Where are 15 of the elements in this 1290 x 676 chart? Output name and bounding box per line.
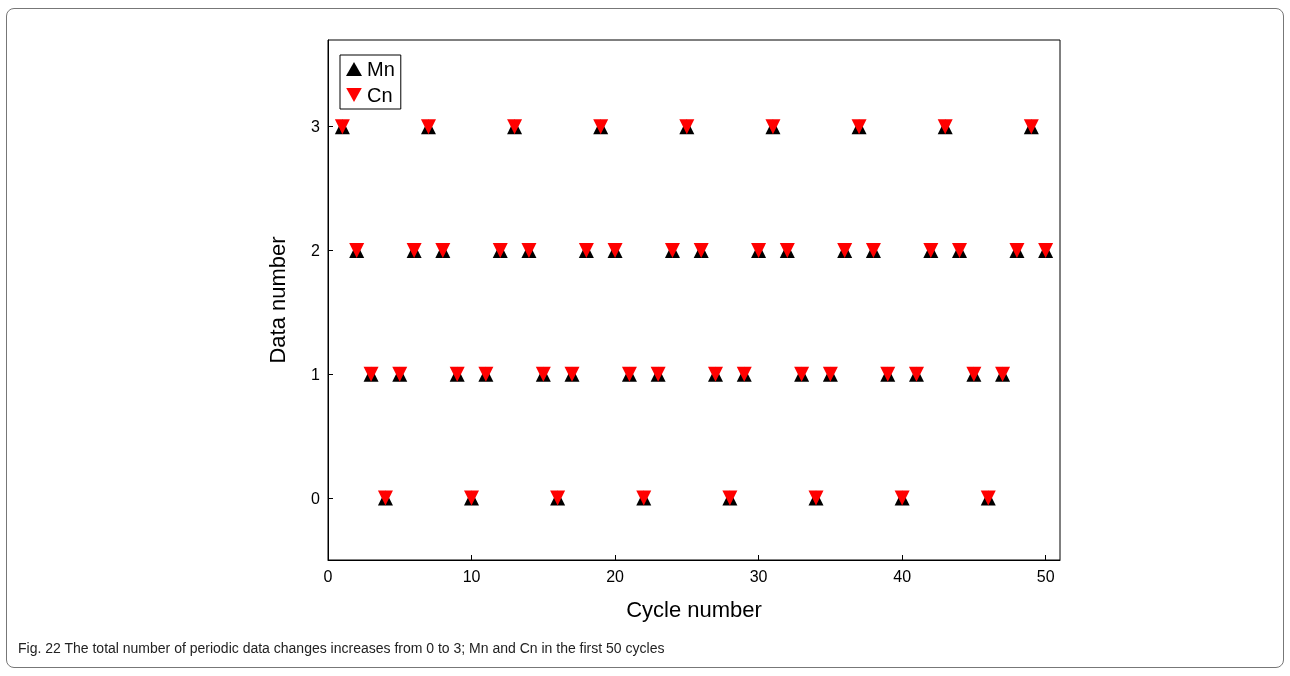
x-tick-label: 40 — [893, 567, 912, 585]
caption: Fig. 22 The total number of periodic data changes increases from 0 to 3; Mn and Cn in the first 50 cycles — [18, 640, 665, 656]
x-tick-label: 50 — [1036, 567, 1055, 585]
x-tick-label: 20 — [606, 567, 625, 585]
y-tick-label: 1 — [311, 365, 321, 383]
y-tick-label: 0 — [311, 489, 321, 507]
x-axis-title: Cycle number — [626, 596, 762, 622]
y-tick-label: 2 — [311, 241, 321, 259]
legend-label: Cn — [367, 84, 393, 106]
x-tick-label: 0 — [323, 567, 333, 585]
x-tick-label: 10 — [462, 567, 481, 585]
y-tick-label: 3 — [311, 118, 321, 136]
y-axis-title: Data number — [264, 236, 290, 364]
x-tick-label: 30 — [749, 567, 768, 585]
legend-label: Mn — [367, 58, 395, 80]
